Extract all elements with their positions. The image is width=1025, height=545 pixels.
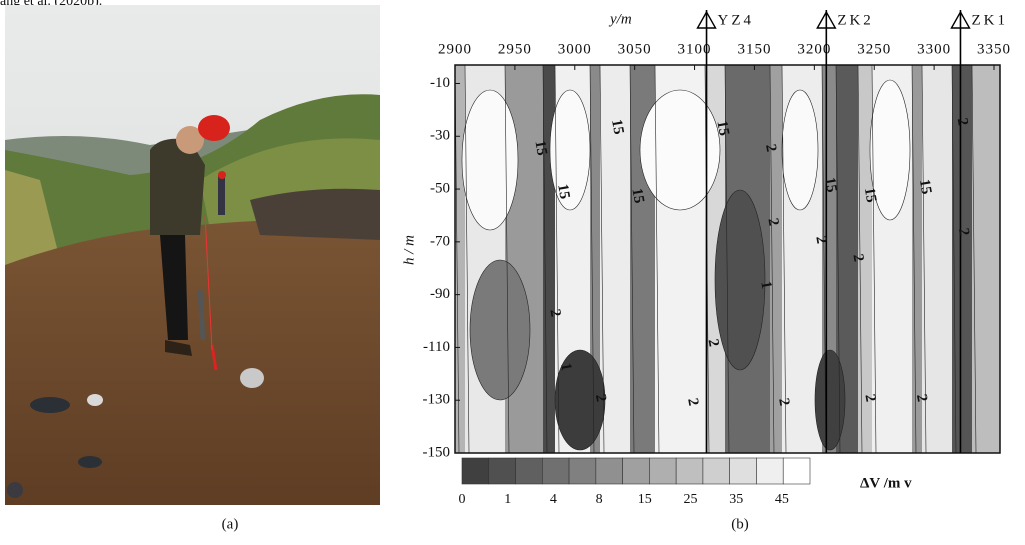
colorbar-cell [516,458,543,484]
colorbar-label: 25 [684,492,698,507]
colorbar-label: 15 [638,492,652,507]
y-tick-label: -30 [430,128,450,144]
contour-label: 15 [916,178,934,196]
colorbar-label: 0 [459,492,466,507]
contour-label: 15 [861,186,879,204]
borehole-name: YZ4 [718,12,755,28]
contour-band [972,65,1000,453]
contour-band [455,65,465,453]
panel-label: (a) [222,516,239,532]
colorbar-cell [676,458,703,484]
contour-label: 15 [531,139,549,157]
colorbar-label: 4 [550,492,557,507]
y-tick-label: -90 [430,286,450,302]
y-tick-label: -110 [423,339,450,355]
colorbar-cell [756,458,783,484]
contour-blob [640,90,720,210]
contour-blob [715,190,765,370]
colorbar-cell [542,458,569,484]
contour-blob [462,90,518,230]
contour-label: 15 [628,187,646,205]
contour-label: 15 [713,119,731,137]
colorbar-label: 1 [504,492,511,507]
y-tick-label: -50 [430,180,450,196]
photo [5,5,380,505]
y-tick-label: -10 [430,75,450,91]
x-tick-label: 3050 [618,41,652,57]
contour-label: 15 [608,118,626,136]
colorbar-cell [623,458,650,484]
contour-blob [470,260,530,400]
colorbar-cell [783,458,810,484]
colorbar-cell [649,458,676,484]
x-tick-label: 2950 [498,41,532,57]
contour-label: 15 [554,183,572,201]
y-tick-label: -150 [423,444,451,460]
borehole-name: ZK1 [971,12,1008,28]
contour-blob [782,90,818,210]
panel-label: (b) [731,516,749,532]
x-tick-label: 3350 [977,41,1011,57]
x-tick-label: 3000 [558,41,592,57]
colorbar-cell [703,458,730,484]
colorbar-title: ΔV /m v [860,475,912,491]
x-tick-label: 2900 [438,41,472,57]
colorbar-cell [569,458,596,484]
x-tick-label: 3150 [737,41,771,57]
colorbar-label: 45 [775,492,789,507]
y-tick-label: -70 [430,233,450,249]
colorbar-cell [462,458,489,484]
contour-label: 15 [821,176,839,194]
x-tick-label: 3300 [917,41,951,57]
x-axis-label: y/m [608,11,632,27]
colorbar-cell [596,458,623,484]
borehole-name: ZK2 [837,12,874,28]
colorbar-cell [730,458,757,484]
y-axis-label: h / m [401,235,417,265]
colorbar-label: 35 [729,492,743,507]
colorbar-label: 8 [596,492,603,507]
contour-blob [815,350,845,450]
figure: ang et al. (2020b). (a) (b) y/m h / m ΔV… [0,0,1025,545]
x-tick-label: 3250 [857,41,891,57]
colorbar-cell [489,458,516,484]
y-tick-label: -130 [423,392,451,408]
